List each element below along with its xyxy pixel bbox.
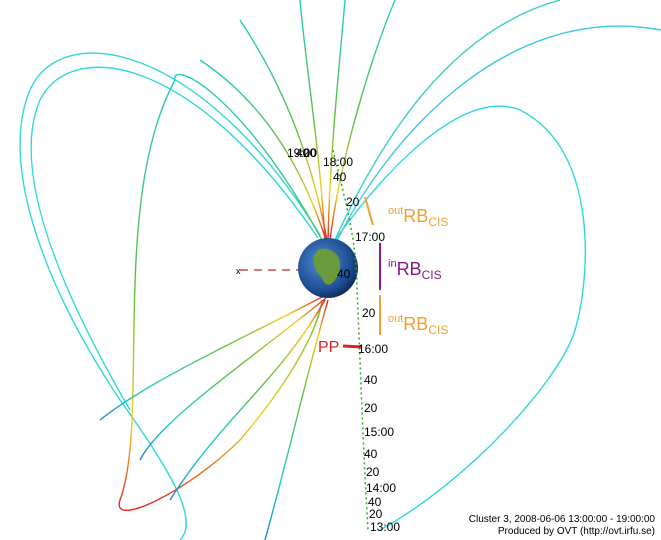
orbit (332, 149, 369, 531)
field-line (334, 105, 586, 531)
orbit-label: 20 (364, 401, 378, 415)
orbit-label: 40 (296, 146, 310, 160)
sub: CIS (422, 268, 442, 282)
field-line (329, 0, 396, 241)
pp-label: PP (318, 339, 339, 356)
orbit-label: 40 (364, 373, 378, 387)
field-line (333, 0, 561, 243)
orbit-label: 20 (303, 146, 317, 160)
orbit-label: 14:00 (366, 481, 396, 495)
orbit-label: 20 (366, 465, 380, 479)
bracket (364, 196, 374, 226)
annotation: outRBCIS (388, 205, 448, 229)
field-line (99, 295, 325, 421)
field-line (239, 19, 328, 241)
orbit-label: 19:00 (287, 146, 317, 160)
field-line (334, 25, 661, 246)
field-line (118, 73, 323, 511)
annotation: inRBCIS (388, 258, 442, 282)
field-line (30, 66, 319, 411)
field-line (169, 299, 326, 501)
orbit-label: 17:00 (355, 230, 385, 244)
field-lines (19, 0, 661, 540)
orbit-label: 15:00 (364, 425, 394, 439)
field-line (264, 299, 329, 540)
sub: CIS (428, 215, 448, 229)
field-line (327, 0, 346, 241)
orbit-labels: 19:00402018:00402017:00402016:00402015:0… (287, 146, 400, 534)
main: RB (403, 314, 428, 334)
sup: out (388, 205, 403, 217)
axis-label: x (236, 266, 241, 276)
footer: Cluster 3, 2008-06-06 13:00:00 - 19:00:0… (469, 514, 656, 525)
field-line (199, 59, 327, 241)
field-line (139, 297, 327, 461)
orbit-label: 40 (337, 267, 351, 281)
orbit-label: 40 (364, 447, 378, 461)
field-line (299, 0, 326, 241)
sup: in (388, 258, 397, 270)
orbit-label: 20 (346, 195, 360, 209)
sub: CIS (428, 323, 448, 337)
orbit-label: 20 (369, 507, 383, 521)
orbit-label: 13:00 (370, 520, 400, 534)
main: RB (397, 259, 422, 279)
sup: out (388, 313, 403, 325)
footer: Produced by OVT (http://ovt.irfu.se) (498, 526, 655, 537)
continent (313, 248, 341, 285)
orbit-label: 40 (333, 170, 347, 184)
orbit-label: 18:00 (323, 155, 353, 169)
field-line (19, 52, 321, 540)
orbit-label: 16:00 (358, 342, 388, 356)
main: RB (403, 206, 428, 226)
annotation: outRBCIS (388, 313, 448, 337)
orbit-label: 40 (368, 495, 382, 509)
orbit-label: 20 (362, 306, 376, 320)
pp-marker (342, 344, 363, 349)
